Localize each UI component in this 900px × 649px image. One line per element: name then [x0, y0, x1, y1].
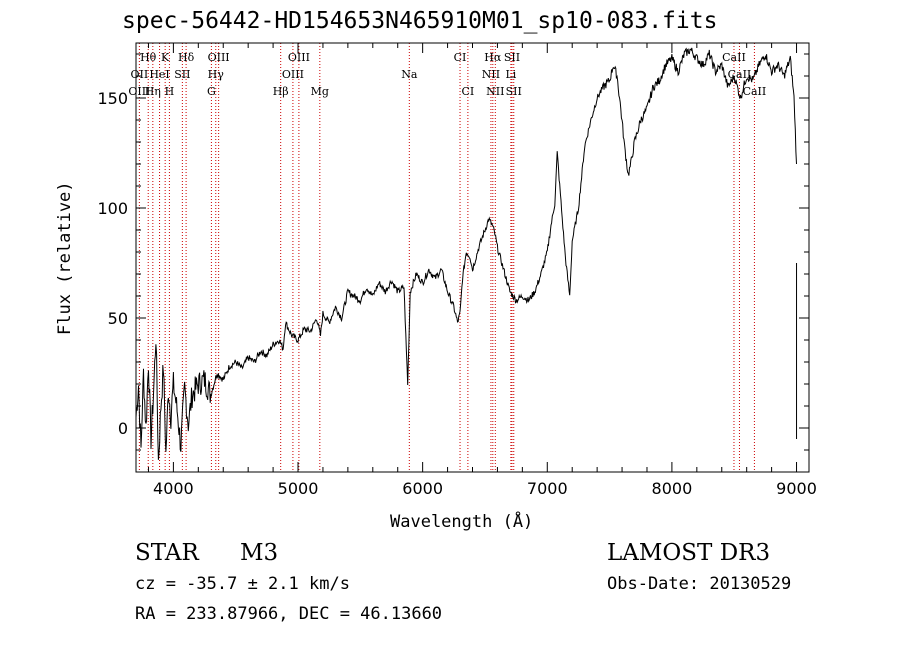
x-tick-label: 7000 — [527, 479, 568, 498]
spectral-line-label: Mg — [311, 85, 329, 98]
spectral-line-label: NII — [486, 85, 504, 98]
spectral-line-label: OIII — [282, 68, 304, 81]
spectral-line-label: HeI — [149, 68, 169, 81]
spectral-line-label: CaII — [728, 68, 752, 81]
x-tick-label: 5000 — [278, 479, 319, 498]
spectrum-group — [135, 47, 798, 460]
spectral-line-label: Li — [505, 68, 516, 81]
spectrum-line — [135, 47, 797, 460]
object-class: STAR — [135, 540, 199, 566]
spectral-line-label: NII — [482, 68, 500, 81]
chart-title: spec-56442-HD154653N465910M01_sp10-083.f… — [122, 8, 718, 34]
x-tick-label: 8000 — [652, 479, 693, 498]
obs-date: Obs-Date: 20130529 — [607, 574, 792, 594]
coordinates: RA = 233.87966, DEC = 46.13660 — [135, 604, 443, 624]
spectral-line-label: CI — [454, 51, 467, 64]
spectral-line-label: H — [165, 85, 175, 98]
x-tick-label: 6000 — [402, 479, 443, 498]
spectral-line-label: Hθ — [140, 51, 157, 64]
plot-frame — [135, 42, 810, 473]
x-tick-label: 4000 — [153, 479, 194, 498]
spectral-line-label: CaII — [722, 51, 746, 64]
spectral-line-label: CaII — [743, 85, 767, 98]
object-subclass: M3 — [240, 540, 279, 566]
spectral-line-label: OIII — [288, 51, 310, 64]
y-tick-label: 150 — [97, 89, 128, 108]
spectral-line-label: SII — [506, 85, 522, 98]
spectral-line-label: Hα — [484, 51, 502, 64]
spectral-line-label: Na — [401, 68, 418, 81]
x-axis-label: Wavelength (Å) — [390, 512, 534, 532]
spectral-line-label: OIII — [128, 85, 150, 98]
spectral-line-label: SII — [504, 51, 520, 64]
spectral-line-label: OIII — [208, 51, 230, 64]
spectral-line-label: Hη — [145, 85, 161, 98]
spectral-line-label: Hδ — [178, 51, 195, 64]
spectral-line-label: Hβ — [273, 85, 289, 98]
axis-ticks-group: 4000 5000 6000 7000 8000 9000 0 50 100 150 — [97, 43, 817, 498]
y-tick-label: 100 — [97, 199, 128, 218]
spectral-line-label: CI — [462, 85, 475, 98]
redshift-value: cz = -35.7 ± 2.1 km/s — [135, 574, 350, 594]
spectral-line-label: Hγ — [208, 68, 225, 81]
survey-label: LAMOST DR3 — [607, 540, 771, 566]
line-markers-group — [138, 43, 755, 472]
x-tick-label: 9000 — [776, 479, 817, 498]
spectral-line-label: K — [161, 51, 170, 64]
y-tick-label: 0 — [118, 419, 128, 438]
spectral-line-label: G — [207, 85, 216, 98]
spectral-line-label: SII — [174, 68, 190, 81]
y-tick-label: 50 — [108, 309, 128, 328]
spectral-line-label: OII — [131, 68, 149, 81]
y-axis-label: Flux (relative) — [55, 181, 75, 335]
